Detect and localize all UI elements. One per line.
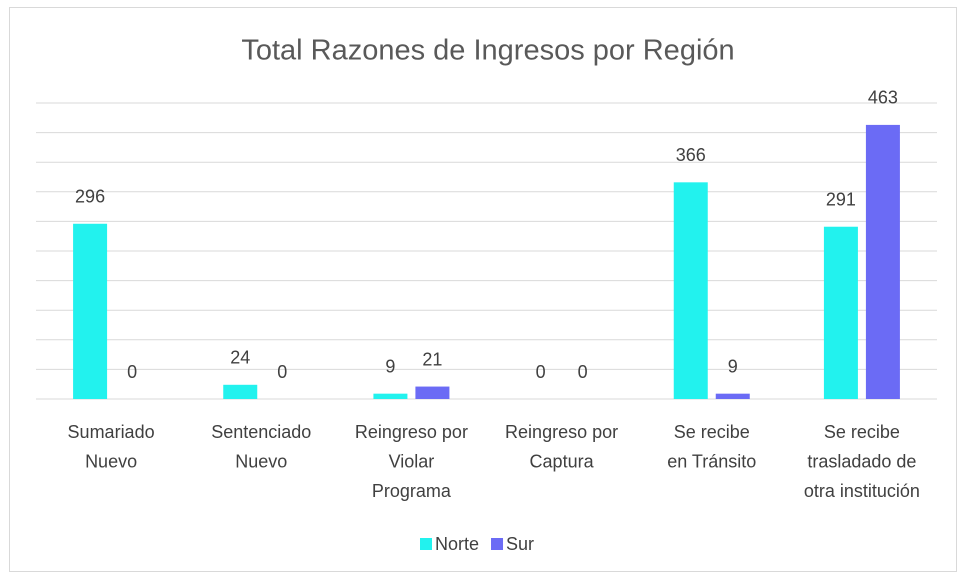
bar	[865, 124, 900, 400]
x-tick-label: Se recibe en Tránsito	[667, 422, 756, 472]
data-label: 21	[422, 349, 442, 369]
legend-label: Norte	[435, 534, 479, 554]
bar	[415, 386, 450, 399]
chart-title: Total Razones de Ingresos por Región	[241, 35, 734, 67]
legend-swatch	[491, 538, 504, 550]
legend-swatch	[420, 538, 432, 550]
bar	[73, 223, 108, 399]
data-label: 366	[676, 145, 706, 165]
bar	[223, 384, 258, 399]
bar	[715, 393, 750, 399]
data-label: 296	[75, 187, 105, 207]
data-label: 9	[728, 356, 738, 376]
chart-border	[9, 7, 957, 572]
x-tick-label: Se recibe trasladado de otra institución	[804, 422, 920, 501]
x-tick-label: Sumariado Nuevo	[68, 422, 155, 472]
data-label: 24	[230, 348, 250, 368]
data-label: 0	[277, 362, 287, 382]
data-label: 463	[868, 88, 898, 108]
data-label: 9	[385, 356, 395, 376]
legend-label: Sur	[506, 534, 534, 554]
x-tick-label: Reingreso por Captura	[505, 422, 618, 472]
data-label: 291	[826, 189, 856, 209]
data-label: 0	[536, 362, 546, 382]
bar	[373, 393, 408, 399]
bar	[673, 182, 708, 399]
x-tick-label: Sentenciado Nuevo	[211, 422, 311, 472]
data-label: 0	[127, 362, 137, 382]
data-label: 0	[578, 362, 588, 382]
x-tick-label: Reingreso por Violar Programa	[355, 422, 468, 501]
bar	[823, 226, 858, 399]
